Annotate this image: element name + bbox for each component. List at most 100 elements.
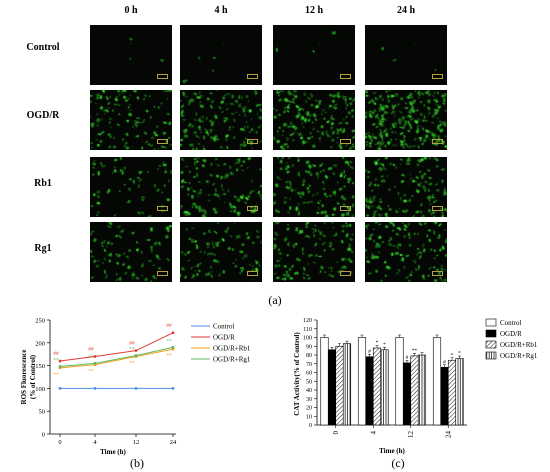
micrograph-rg1-1 — [180, 222, 262, 282]
data-point — [93, 355, 97, 358]
x-tick-label: 4 — [369, 431, 377, 435]
data-point — [171, 387, 175, 390]
y-axis-title: ROS Fluorescence — [20, 350, 28, 405]
micrograph-rg1-0 — [90, 222, 172, 282]
significance-annotation: * — [383, 342, 386, 348]
micrograph-rb1-2 — [273, 157, 355, 217]
row-label-rb1: Rb1 — [34, 178, 52, 189]
bar — [335, 345, 344, 426]
y-axis-title: CAT Activity(% of Control) — [293, 332, 301, 416]
bar — [417, 354, 427, 426]
significance-annotation: ** — [166, 353, 172, 359]
scale-bar — [247, 139, 258, 144]
data-point — [134, 387, 138, 390]
legend-label: Control — [213, 323, 234, 331]
significance-annotation: ** — [129, 347, 135, 353]
significance-annotation: * — [458, 351, 461, 357]
bar — [432, 337, 442, 426]
significance-annotation: ** — [412, 348, 418, 354]
significance-annotation: ** — [129, 360, 135, 366]
y-tick-label: 50 — [306, 379, 312, 385]
data-point — [93, 361, 97, 365]
legend-label: OGD/R+Rb1 — [500, 341, 538, 349]
x-tick-label: 0 — [332, 431, 340, 435]
bar — [320, 337, 329, 426]
bar — [410, 355, 419, 426]
x-tick-label: 12 — [133, 439, 140, 446]
scale-bar — [340, 206, 351, 211]
legend-swatch — [485, 318, 497, 327]
scale-bar — [432, 74, 443, 79]
y-tick-label: 120 — [303, 318, 312, 324]
y-tick-label: 10 — [306, 414, 312, 420]
legend-swatch — [485, 329, 497, 338]
significance-annotation: ** — [166, 338, 172, 344]
micrograph-rb1-0 — [90, 157, 172, 217]
y-tick-label: 70 — [306, 362, 312, 368]
figure-a-caption: (a) — [268, 293, 282, 307]
scale-bar — [340, 271, 351, 276]
significance-annotation: # — [406, 355, 409, 361]
data-point — [134, 349, 138, 352]
micrograph-control-2 — [273, 25, 355, 85]
row-label-control: Control — [26, 42, 60, 53]
micrograph-control-0 — [90, 25, 172, 85]
micrograph-control-3 — [365, 25, 447, 85]
bar — [380, 349, 389, 426]
scale-bar — [432, 139, 443, 144]
scale-bar — [247, 271, 258, 276]
legend-label: Control — [500, 319, 521, 327]
x-axis-title: Time (h) — [100, 448, 126, 456]
ros-line-chart: 0 50 100 150 200 250 0 4 12 24 Time (h) ROS Fluores… — [20, 318, 251, 471]
legend-label: OGD/R+Rg1 — [500, 352, 538, 360]
legend-swatch — [485, 351, 497, 360]
data-point — [93, 387, 97, 390]
row-label-ogdr: OGD/R — [26, 110, 60, 121]
significance-annotation: # — [368, 349, 371, 355]
significance-annotation: ** — [88, 369, 94, 375]
legend-label: OGD/R — [213, 334, 235, 342]
scale-bar — [157, 206, 168, 211]
x-tick-label: 24 — [170, 439, 177, 446]
scale-bar — [157, 271, 168, 276]
y-axis-title-line2: (% of Control) — [29, 354, 37, 399]
time-header-4h: 4 h — [214, 5, 228, 16]
series-line-1 — [59, 332, 174, 362]
bar — [372, 347, 382, 426]
data-point — [171, 345, 175, 349]
scale-bar — [340, 139, 351, 144]
data-point — [171, 331, 175, 335]
significance-annotation: ## — [166, 323, 172, 329]
significance-annotation: * — [451, 352, 454, 358]
y-tick-label: 40 — [306, 388, 312, 394]
bar — [395, 337, 404, 426]
micrograph-rg1-2 — [273, 222, 355, 282]
y-tick-label: 90 — [306, 344, 312, 350]
micrograph-rb1-1 — [180, 157, 262, 217]
micrograph-control-1 — [180, 25, 262, 85]
y-tick-label: 30 — [306, 397, 312, 403]
significance-annotation: * — [376, 340, 379, 346]
y-tick-label: 200 — [35, 340, 45, 347]
bar — [440, 366, 449, 426]
scale-bar — [247, 74, 258, 79]
data-point — [134, 354, 138, 357]
significance-annotation: ** — [53, 372, 59, 378]
bar — [455, 358, 464, 426]
significance-annotation: ** — [53, 358, 59, 364]
y-tick-label: 80 — [306, 353, 312, 359]
x-tick-label: 4 — [93, 439, 97, 446]
micrograph-ogdr-0 — [90, 90, 172, 150]
scale-bar — [432, 206, 443, 211]
figure-b-caption: (b) — [130, 456, 144, 470]
legend-label: OGD/R+Rg1 — [213, 356, 251, 364]
y-tick-label: 100 — [35, 386, 45, 393]
bar — [327, 349, 337, 426]
scale-bar — [247, 206, 258, 211]
time-header-24h: 24 h — [396, 5, 416, 16]
data-point — [58, 365, 62, 368]
scale-bar — [432, 271, 443, 276]
bar — [342, 343, 352, 426]
series-line-2 — [59, 348, 174, 369]
y-tick-label: 100 — [303, 336, 312, 342]
